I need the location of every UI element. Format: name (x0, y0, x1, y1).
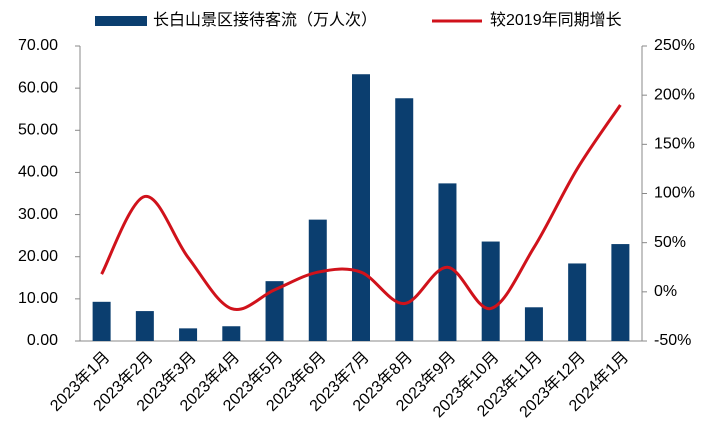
bar (179, 328, 198, 341)
y2-tick-label: 100% (654, 185, 695, 202)
legend-label: 较2019年同期增长 (490, 11, 622, 29)
y-tick-label: 30.00 (18, 206, 58, 223)
bar (222, 326, 241, 341)
bar (265, 281, 284, 341)
legend-label: 长白山景区接待客流（万人次） (153, 11, 377, 29)
line (100, 104, 622, 312)
bar (352, 74, 370, 341)
y-tick-label: 10.00 (18, 290, 58, 307)
y2-tick-label: 250% (654, 37, 695, 54)
y-tick-label: 20.00 (18, 248, 58, 265)
y-tick-label: 50.00 (18, 122, 58, 139)
bar (524, 307, 543, 341)
bar (611, 244, 630, 341)
bar (438, 183, 457, 341)
bar (92, 301, 111, 341)
y-tick-label: 60.00 (18, 79, 58, 96)
y-tick-label: 0.00 (27, 332, 58, 349)
legend-swatch (95, 16, 147, 26)
bar (568, 263, 587, 341)
y2-tick-label: 200% (654, 86, 695, 103)
y2-tick-label: 0% (654, 283, 677, 300)
y2-tick-label: 150% (654, 136, 695, 153)
bar (395, 98, 414, 341)
y-tick-label: 70.00 (18, 37, 58, 54)
y2-tick-label: -50% (654, 332, 691, 349)
y2-tick-label: 50% (654, 234, 686, 251)
bar (481, 241, 500, 341)
bar (308, 219, 327, 341)
bar (135, 311, 154, 341)
y-tick-label: 40.00 (18, 164, 58, 181)
